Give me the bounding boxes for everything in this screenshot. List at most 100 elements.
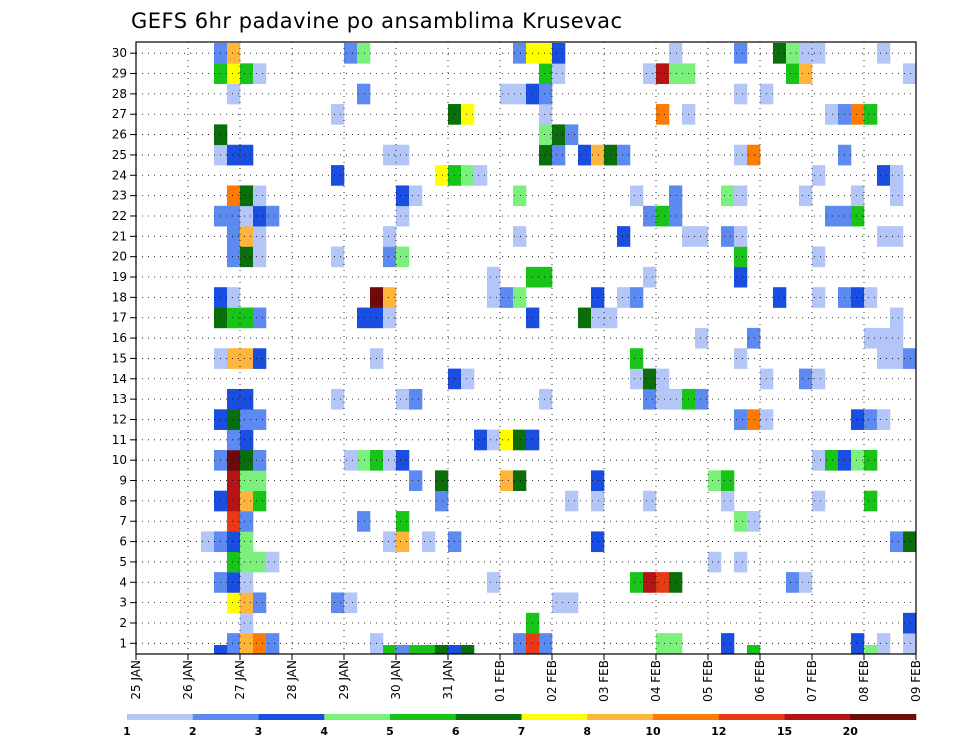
cell-member-6-step-59 bbox=[903, 531, 917, 553]
cell-member-4-step-39 bbox=[643, 572, 657, 593]
cell-member-30-step-52 bbox=[812, 43, 826, 64]
cell-member-8-step-52 bbox=[812, 490, 826, 512]
cell-member-24-step-58 bbox=[890, 165, 904, 186]
cell-member-6-step-22 bbox=[422, 531, 436, 553]
cell-member-21-step-8 bbox=[240, 226, 254, 247]
cell-member-5-step-10 bbox=[266, 551, 280, 573]
cell-member-3-step-16 bbox=[344, 592, 358, 614]
cell-member-9-step-23 bbox=[435, 470, 449, 491]
x-tick-label-1: 26 JAN bbox=[181, 660, 195, 700]
cell-member-12-step-8 bbox=[240, 409, 254, 430]
cell-member-14-step-38 bbox=[630, 368, 644, 390]
cell-member-20-step-20 bbox=[396, 246, 410, 268]
cell-member-20-step-46 bbox=[734, 246, 748, 268]
colorbar-label-5: 5 bbox=[386, 725, 394, 738]
cell-member-4-step-7 bbox=[227, 572, 241, 593]
cell-member-20-step-52 bbox=[812, 246, 826, 268]
cell-member-9-step-7 bbox=[227, 470, 241, 491]
colorbar-label-3: 3 bbox=[255, 725, 263, 738]
plot-frame bbox=[135, 41, 917, 655]
y-tick-label-4: 4 bbox=[119, 575, 127, 589]
cell-member-0-step-19 bbox=[383, 645, 397, 655]
colorbar-swatch-7 bbox=[587, 714, 654, 720]
cell-member-9-step-21 bbox=[409, 470, 423, 491]
cell-member-26-step-32 bbox=[552, 124, 566, 146]
cell-member-30-step-32 bbox=[552, 43, 566, 64]
cell-member-9-step-45 bbox=[721, 470, 735, 491]
x-tick-label-8: 02 FEB bbox=[545, 660, 559, 702]
y-tick-label-14: 14 bbox=[112, 372, 127, 386]
colorbar-swatch-2 bbox=[258, 714, 325, 720]
cell-member-17-step-17 bbox=[357, 307, 371, 329]
cell-member-29-step-40 bbox=[656, 63, 670, 84]
y-tick-label-26: 26 bbox=[112, 128, 127, 142]
cell-member-15-step-59 bbox=[903, 348, 917, 369]
cell-member-3-step-33 bbox=[565, 592, 579, 614]
colorbar-swatch-10 bbox=[784, 714, 851, 720]
colorbar-label-1: 1 bbox=[123, 725, 131, 738]
cell-member-25-step-20 bbox=[396, 144, 410, 166]
cell-member-30-step-17 bbox=[357, 43, 371, 64]
cell-member-12-step-57 bbox=[877, 409, 891, 430]
cell-member-6-step-19 bbox=[383, 531, 397, 553]
cell-member-22-step-39 bbox=[643, 205, 657, 227]
cell-member-0-step-20 bbox=[396, 645, 410, 655]
cell-member-22-step-20 bbox=[396, 205, 410, 227]
cell-member-22-step-9 bbox=[253, 205, 267, 227]
cell-member-25-step-35 bbox=[591, 144, 605, 166]
cell-member-29-step-41 bbox=[669, 63, 683, 84]
cell-member-22-step-41 bbox=[669, 205, 683, 227]
cell-member-23-step-51 bbox=[799, 185, 813, 207]
cell-member-23-step-7 bbox=[227, 185, 241, 207]
chart-title: GEFS 6hr padavine po ansamblima Krusevac bbox=[131, 9, 623, 33]
cell-member-25-step-37 bbox=[617, 144, 631, 166]
cell-member-7-step-17 bbox=[357, 511, 371, 532]
cell-member-3-step-7 bbox=[227, 592, 241, 614]
cell-member-13-step-43 bbox=[695, 388, 709, 410]
cell-member-8-step-7 bbox=[227, 490, 241, 512]
cell-member-5-step-46 bbox=[734, 551, 748, 573]
cell-member-23-step-20 bbox=[396, 185, 410, 207]
cell-member-24-step-52 bbox=[812, 165, 826, 186]
cell-member-10-step-52 bbox=[812, 450, 826, 471]
cell-member-29-step-7 bbox=[227, 63, 241, 84]
cell-member-15-step-58 bbox=[890, 348, 904, 369]
cell-member-8-step-45 bbox=[721, 490, 735, 512]
cell-member-1-step-59 bbox=[903, 633, 917, 654]
x-axis-ticks: 25 JAN 26 JAN 27 JAN 28 JAN 29 JAN 30 JAN 31 J… bbox=[129, 654, 923, 702]
cell-member-8-step-39 bbox=[643, 490, 657, 512]
cell-member-6-step-20 bbox=[396, 531, 410, 553]
cell-member-10-step-20 bbox=[396, 450, 410, 471]
cell-member-0-step-47 bbox=[747, 645, 761, 655]
cell-member-9-step-44 bbox=[708, 470, 722, 491]
cell-member-22-step-40 bbox=[656, 205, 670, 227]
grid-lines bbox=[136, 42, 917, 654]
cell-member-1-step-8 bbox=[240, 633, 254, 654]
y-tick-label-28: 28 bbox=[112, 87, 127, 101]
x-tick-label-9: 03 FEB bbox=[597, 660, 611, 702]
cell-member-21-step-9 bbox=[253, 226, 267, 247]
cell-member-19-step-31 bbox=[539, 266, 553, 288]
cell-member-7-step-8 bbox=[240, 511, 254, 532]
cell-member-0-step-24 bbox=[448, 645, 462, 655]
y-tick-label-29: 29 bbox=[112, 67, 127, 81]
cell-member-4-step-8 bbox=[240, 572, 254, 593]
x-tick-label-0: 25 JAN bbox=[129, 660, 143, 700]
cell-member-0-step-21 bbox=[409, 645, 423, 655]
cell-member-26-step-31 bbox=[539, 124, 553, 146]
cell-member-15-step-57 bbox=[877, 348, 891, 369]
cell-member-4-step-40 bbox=[656, 572, 670, 593]
cell-member-30-step-31 bbox=[539, 43, 553, 64]
cell-member-10-step-56 bbox=[864, 450, 878, 471]
cell-member-18-step-52 bbox=[812, 287, 826, 308]
cell-member-12-step-55 bbox=[851, 409, 865, 430]
cell-member-15-step-7 bbox=[227, 348, 241, 369]
colorbar-label-4: 4 bbox=[320, 725, 328, 738]
cell-member-8-step-35 bbox=[591, 490, 605, 512]
y-tick-label-3: 3 bbox=[119, 596, 127, 610]
cell-member-28-step-29 bbox=[513, 83, 527, 105]
cell-member-23-step-45 bbox=[721, 185, 735, 207]
cell-member-9-step-8 bbox=[240, 470, 254, 491]
cell-member-6-step-58 bbox=[890, 531, 904, 553]
cell-member-4-step-50 bbox=[786, 572, 800, 593]
